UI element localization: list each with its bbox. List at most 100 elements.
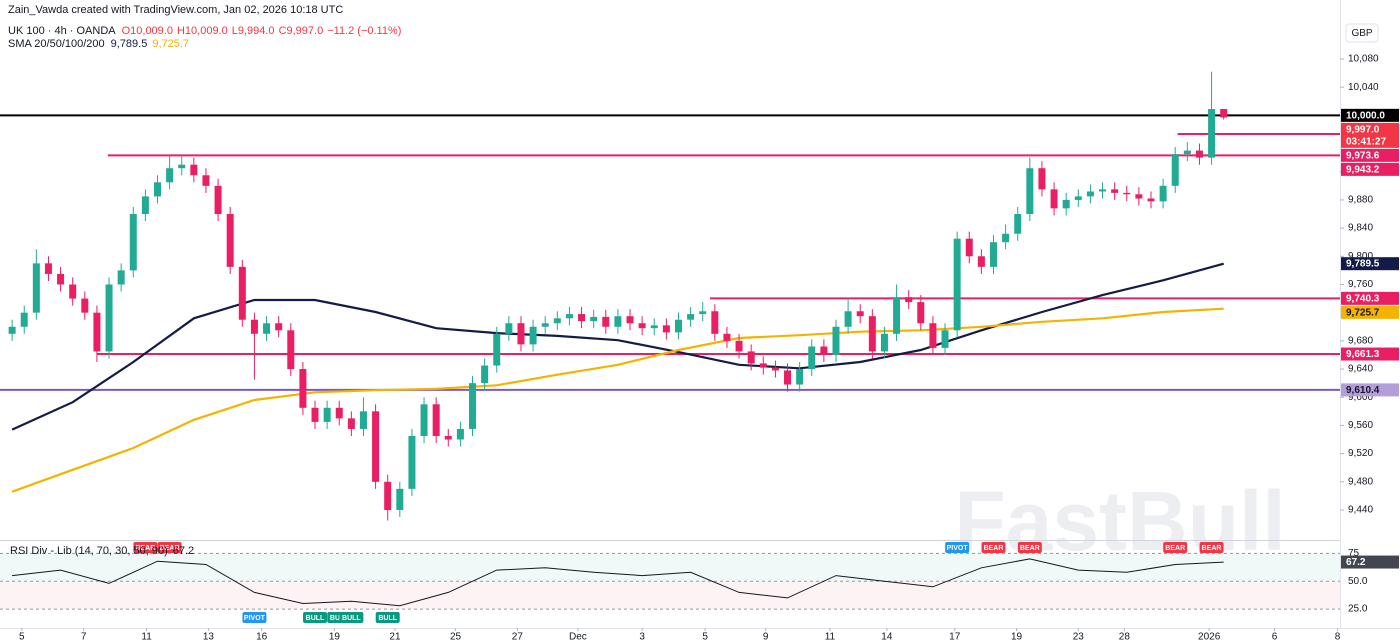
rsi-tick-label: 50.0 [1348, 576, 1368, 587]
candle-body [662, 325, 670, 333]
candle-body [8, 326, 16, 334]
currency-box [1345, 23, 1379, 43]
candle-body [154, 182, 162, 197]
candle-body [1123, 192, 1131, 195]
candle-body [469, 383, 477, 429]
rsi-tag [1341, 555, 1399, 569]
x-tick-label: 5 [702, 632, 708, 643]
candle-body [1220, 109, 1228, 118]
candle-body [953, 238, 961, 331]
candle-body [650, 325, 658, 329]
candle-body [1062, 199, 1070, 209]
candle-body [81, 298, 89, 313]
x-tick-label: 28 [1119, 632, 1131, 643]
candle-body [565, 314, 573, 319]
x-tick-label: 6 [1272, 632, 1278, 643]
candle-body [275, 323, 283, 331]
candle-body [541, 323, 549, 327]
signal-badge [157, 542, 182, 553]
signal-badge [242, 612, 267, 623]
candle-body [735, 340, 743, 352]
candle-body [105, 284, 113, 352]
candle-body [250, 319, 258, 334]
candle-body [893, 297, 901, 334]
candle-body [44, 263, 52, 274]
rsi-value: 67.2 [173, 545, 194, 557]
y-tick-label: 9,760 [1348, 279, 1373, 290]
price-tag-label: 9,973.6 [1346, 150, 1380, 161]
candle-body [1038, 168, 1046, 190]
candle-body [578, 314, 586, 322]
candle-body [214, 185, 222, 215]
sma-value: 9,789.5 [111, 38, 148, 50]
price-tag-label: 9,789.5 [1346, 259, 1380, 270]
price-tag [1341, 305, 1399, 319]
candle-body [796, 369, 804, 385]
candle-body [674, 319, 682, 333]
watermark: FastBull [954, 474, 1285, 568]
candle-body [299, 369, 307, 408]
y-tick-label: 9,480 [1348, 476, 1373, 487]
candle-body [1014, 214, 1022, 234]
candle-body [905, 297, 913, 303]
price-tag [1341, 347, 1399, 361]
candle-body [1159, 185, 1167, 202]
price-tag [1341, 257, 1399, 271]
signal-badge [133, 542, 158, 553]
sma-legend: SMA 20/50/100/200 9,789.5 9,725.7 [8, 38, 189, 50]
signal-badge [1199, 542, 1224, 553]
candle-body [977, 256, 985, 267]
price-tag-label: 9,997.0 [1346, 124, 1380, 135]
signal-badge [1017, 542, 1042, 553]
x-tick-label: 9 [763, 632, 769, 643]
candle-body [408, 435, 416, 489]
candle-body [57, 273, 65, 285]
price-tag-label: 9,740.3 [1346, 293, 1380, 304]
x-tick-label: 7 [81, 632, 87, 643]
y-tick-label: 9,640 [1348, 364, 1373, 375]
x-tick-label: 23 [1073, 632, 1085, 643]
candle-body [1208, 109, 1216, 158]
candle-body [941, 330, 949, 348]
candle-body [432, 404, 440, 436]
rsi-line [12, 558, 1224, 607]
x-tick-label: 16 [256, 632, 268, 643]
signal-badge [375, 612, 400, 623]
candle-body [517, 323, 525, 345]
candle-body [493, 333, 501, 366]
candle-body [372, 411, 380, 482]
candle-body [69, 284, 77, 299]
candle-body [1183, 150, 1191, 155]
price-tag-label: 03:41:27 [1346, 136, 1386, 147]
x-tick-label: 25 [450, 632, 462, 643]
candle-body [481, 365, 489, 384]
price-tag [1341, 108, 1399, 122]
signal-label: BEAR [1020, 545, 1040, 552]
candle-body [759, 363, 767, 368]
candle-body [1171, 154, 1179, 186]
symbol: UK 100 · 4h · OANDA [8, 25, 116, 37]
price-tag [1341, 148, 1399, 162]
candle-body [335, 407, 343, 419]
price-tag-label: 10,000.0 [1346, 110, 1385, 121]
rsi-tag-label: 67.2 [1346, 557, 1366, 568]
candle-body [190, 164, 198, 176]
rsi-upper-band [0, 553, 1340, 582]
x-tick-label: 19 [1011, 632, 1023, 643]
candle-body [384, 481, 392, 510]
credit: Zain_Vawda created with TradingView.com,… [8, 4, 343, 16]
signal-badge [1163, 542, 1188, 553]
signal-label: BEAR [135, 545, 155, 552]
candle-body [808, 346, 816, 370]
ohlc-high: H10,009.0 [177, 25, 228, 37]
signal-label: BULL [378, 615, 397, 622]
candle-body [868, 316, 876, 352]
symbol-legend: UK 100 · 4h · OANDA O10,009.0 H10,009.0 L9,… [8, 25, 401, 37]
candle-body [396, 488, 404, 510]
candle-body [856, 311, 864, 317]
candle-body [711, 311, 719, 334]
candle-body [141, 196, 149, 215]
candle-body [1086, 191, 1094, 197]
candle-body [166, 168, 174, 183]
candle-body [1111, 189, 1119, 193]
